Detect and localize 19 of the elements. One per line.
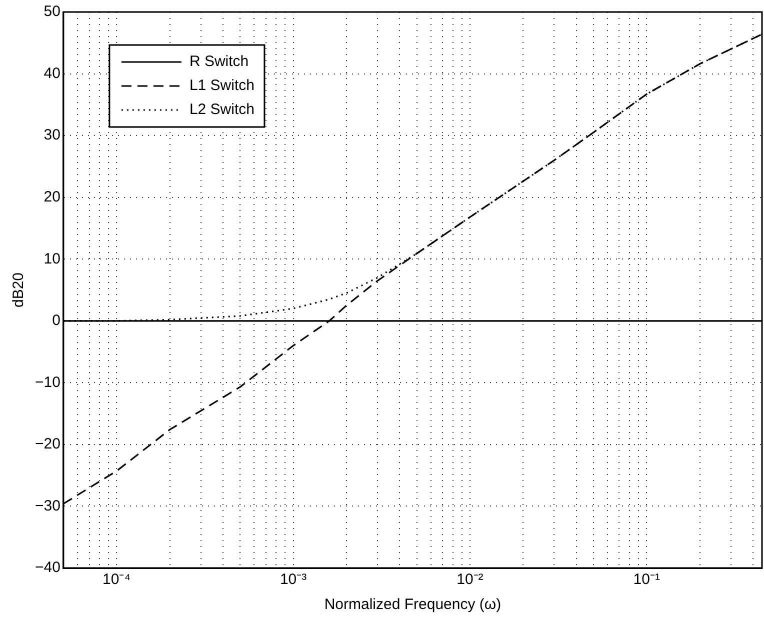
y-tick-label: 50: [44, 3, 60, 20]
y-tick-label: −40: [34, 559, 60, 576]
y-tick-label: 40: [44, 64, 60, 82]
x-tick-label: 10⁻³: [280, 571, 307, 588]
y-tick-label: 10: [44, 250, 60, 268]
x-tick-label: 10⁻²: [456, 571, 484, 588]
y-axis-title: dB20: [10, 272, 28, 308]
legend-label: L2 Switch: [189, 101, 254, 118]
y-tick-label: 0: [52, 312, 60, 330]
x-tick-label: 10⁻¹: [633, 571, 660, 588]
legend-label: L1 Switch: [189, 77, 254, 94]
y-tick-label: −10: [34, 374, 60, 391]
x-axis-title: Normalized Frequency (ω): [324, 596, 502, 614]
y-tick-label: 30: [44, 126, 60, 144]
y-tick-label: 20: [44, 188, 60, 206]
legend-label: R Switch: [189, 53, 249, 70]
x-tick-label: 10⁻⁴: [102, 571, 131, 588]
y-tick-label: −30: [34, 497, 60, 514]
y-tick-label: −20: [34, 436, 60, 453]
